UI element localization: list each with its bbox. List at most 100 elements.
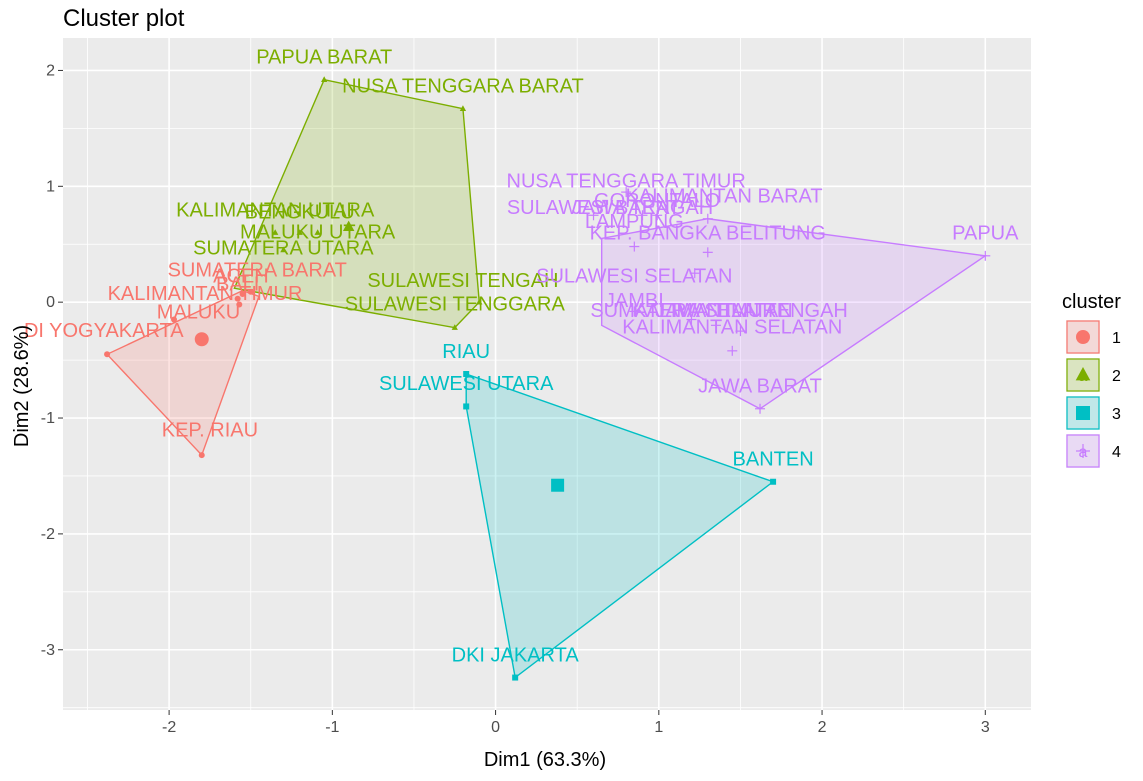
point-label: PAPUA: [952, 223, 1019, 245]
legend-symbol: [1076, 406, 1090, 420]
point-label: KALIMANTAN UTARA: [176, 199, 375, 221]
point-label: SUMATERA BARAT: [168, 260, 347, 282]
chart-title: Cluster plot: [63, 5, 185, 32]
data-point: [980, 250, 991, 261]
point-label: KALIMANTAN BARAT: [626, 186, 823, 208]
point-label: NUSA TENGGARA BARAT: [342, 75, 584, 97]
cluster-hull-1: [105, 289, 260, 457]
point-label: LAMPUNG: [585, 211, 684, 233]
data-point: [476, 298, 483, 305]
data-point: [280, 246, 287, 253]
legend-text-glyph: a: [1079, 406, 1088, 423]
y-tick-label: -3: [41, 642, 55, 659]
point-label: SUMATERA SELATAN: [590, 300, 792, 322]
point-label: ACEH: [213, 265, 269, 287]
legend-text-glyph: a: [1079, 330, 1088, 347]
data-point: [686, 314, 697, 325]
y-tick-label: 0: [46, 294, 55, 311]
data-point: [463, 403, 470, 410]
data-point: [239, 291, 246, 298]
point-label: SULAWESI UTARA: [379, 373, 554, 395]
y-tick-label: -2: [41, 526, 55, 543]
x-axis-title: Dim1 (63.3%): [484, 749, 606, 771]
point-label: KALIMANTAN TIMUR: [108, 283, 303, 305]
data-point: [652, 210, 663, 221]
plot-panel: [63, 38, 1031, 710]
point-label: DI YOGYAKARTA: [24, 320, 184, 342]
point-label: KALIMANTAN TENGAH: [633, 300, 848, 322]
point-label: JAWA TIMUR: [655, 300, 776, 322]
data-point: [314, 229, 321, 235]
x-tick-label: 3: [981, 719, 990, 736]
legend-symbol: [1075, 367, 1091, 381]
data-point: [171, 316, 178, 323]
grid-lines: [63, 38, 1031, 710]
data-point: [637, 210, 648, 221]
data-point: [321, 76, 328, 82]
point-label: JAMBI: [605, 290, 664, 312]
point-label: KALIMANTAN SELATAN: [622, 316, 842, 338]
data-point: [451, 324, 458, 330]
point-label: SULAWESI BARAT: [507, 197, 680, 219]
data-point: [247, 288, 254, 295]
data-point: [755, 403, 766, 414]
point-label: DKI JAKARTA: [452, 644, 580, 666]
point-label: JAWA TENGAH: [572, 197, 714, 219]
legend-label: 1: [1112, 330, 1121, 347]
point-label: GORONTALO: [594, 190, 720, 212]
legend-label: 4: [1112, 444, 1121, 461]
point-label: SULAWESI TENGGARA: [345, 293, 566, 315]
cluster-points: [104, 76, 991, 681]
legend-text-glyph: a: [1079, 444, 1088, 461]
data-point: [296, 229, 303, 235]
point-label: NUSA TENGGARA TIMUR: [507, 170, 746, 192]
legend-symbol: [1076, 444, 1090, 458]
legend-text-glyph: a: [1079, 368, 1088, 385]
y-tick-label: 1: [46, 178, 55, 195]
point-label: KEP. RIAU: [162, 420, 258, 442]
point-label: PAPUA BARAT: [256, 46, 392, 68]
data-point: [727, 345, 738, 356]
data-point: [702, 247, 713, 258]
cluster-centroid-3: [551, 478, 565, 492]
data-point: [463, 371, 470, 377]
x-tick-label: 0: [491, 719, 500, 736]
data-point: [629, 306, 640, 317]
y-axis-title: Dim2 (28.6%): [11, 325, 33, 447]
data-point: [770, 478, 777, 485]
data-point: [588, 210, 599, 221]
point-label: SULAWESI TENGAH: [367, 270, 558, 292]
point-label: SULAWESI SELATAN: [536, 265, 732, 287]
point-label: KEP. BANGKA BELITUNG: [590, 223, 826, 245]
axis-ticks: -2 -1 0 1 2 3 -3 -2 -1 0 1 2: [41, 62, 990, 736]
data-point: [234, 295, 241, 302]
legend-label: 2: [1112, 368, 1121, 385]
y-tick-label: -1: [41, 410, 55, 427]
legend: cluster a 1 a 2 a 3 a 4: [1062, 291, 1121, 468]
point-label: BENGKULU: [245, 202, 355, 224]
x-tick-label: -2: [162, 719, 176, 736]
cluster-hulls: [105, 78, 988, 679]
cluster-centroids: [194, 220, 565, 492]
data-point: [198, 452, 205, 459]
legend-symbol: [1076, 330, 1090, 344]
point-label: BANTEN: [733, 449, 814, 471]
legend-title: cluster: [1062, 291, 1121, 313]
data-point: [629, 241, 640, 252]
legend-label: 3: [1112, 406, 1121, 423]
data-point: [459, 105, 467, 111]
data-point: [512, 674, 519, 681]
data-point: [689, 268, 700, 279]
point-label: MALUKU UTARA: [240, 221, 396, 243]
data-point: [735, 326, 746, 337]
point-label: BALI: [216, 274, 259, 296]
cluster-hull-2: [233, 78, 480, 329]
data-point: [236, 301, 243, 308]
data-point: [702, 213, 713, 224]
cluster-hull-4: [600, 218, 988, 410]
x-tick-label: 1: [654, 719, 663, 736]
point-label: SUMATERA UTARA: [193, 238, 374, 260]
data-point: [272, 229, 279, 235]
